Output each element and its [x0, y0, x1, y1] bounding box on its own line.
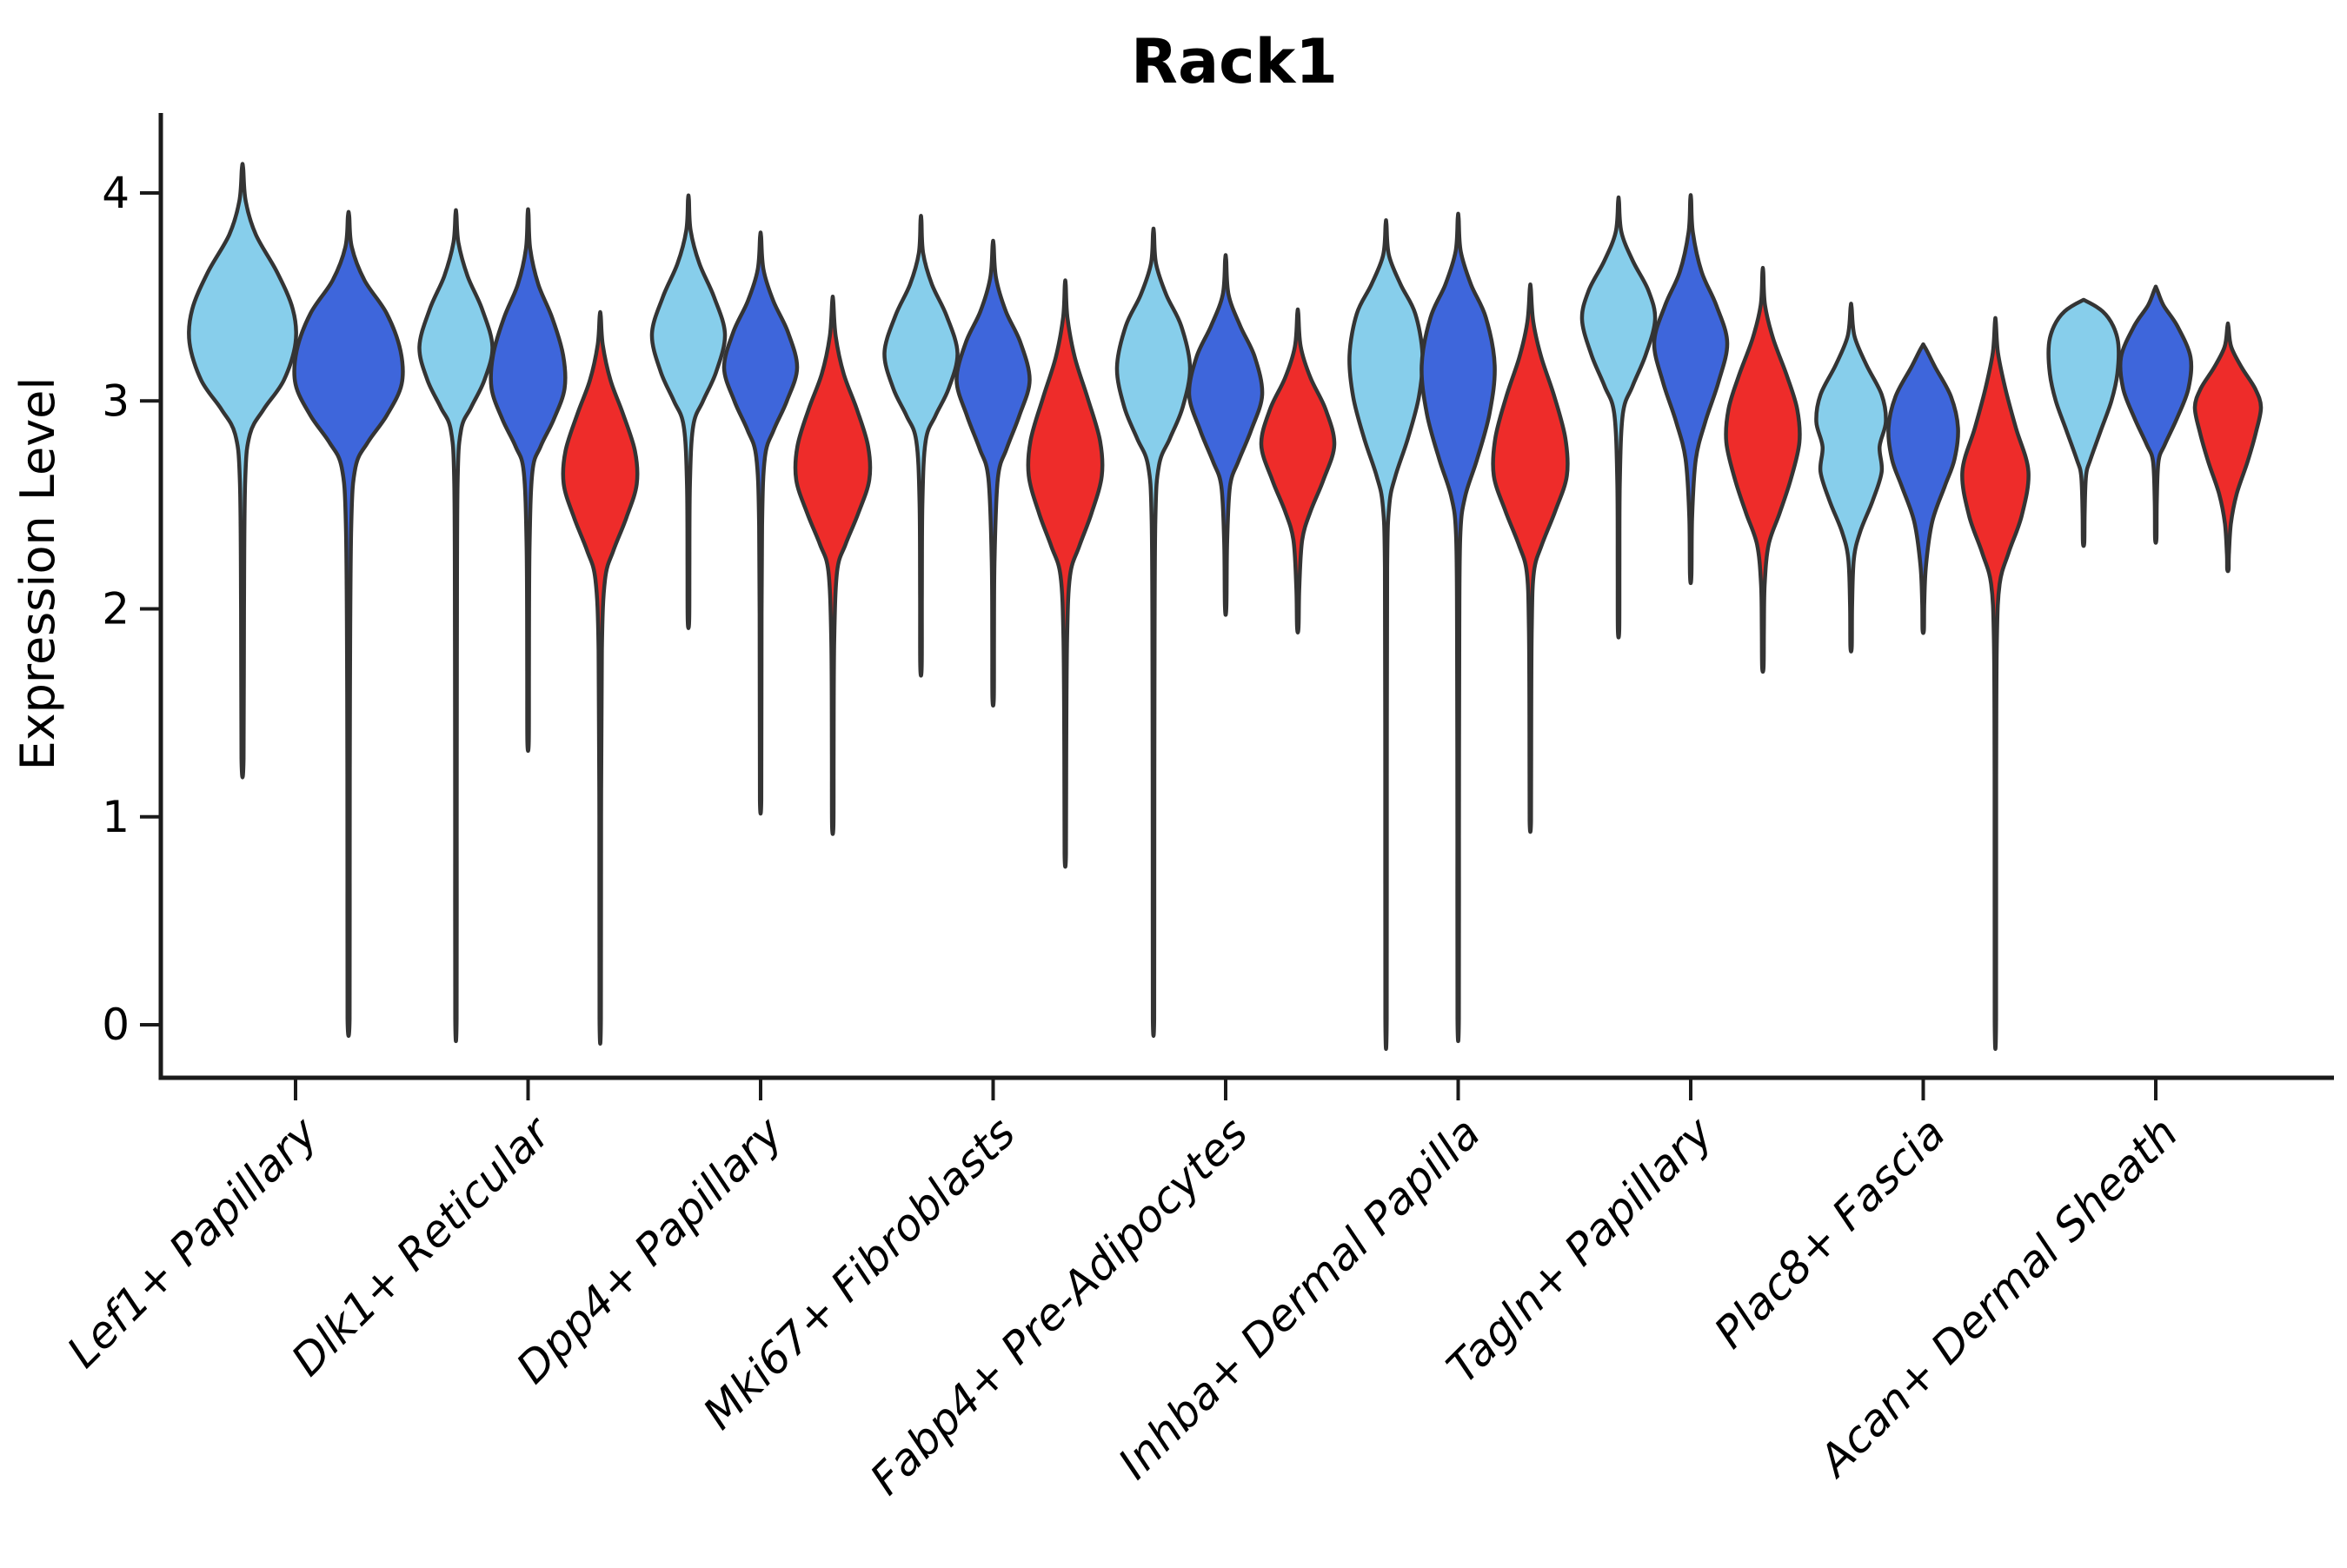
violin-Inhba+-dark — [1420, 211, 1497, 1043]
y-tick-label: 1 — [102, 792, 130, 842]
violin-Fabp4+-dark — [1187, 253, 1265, 617]
y-tick-label: 0 — [102, 1000, 130, 1050]
x-tick-label: Fabp4+ Pre-Adipocytes — [861, 1107, 1258, 1505]
violin-Dpp4+-light — [649, 193, 728, 630]
violin-Dlk1+-red — [561, 309, 640, 1046]
x-tick-label: Plac8+ Fascia — [1705, 1107, 1955, 1358]
violin-Inhba+-red — [1491, 282, 1570, 834]
violin-Mki67+-dark — [954, 238, 1032, 708]
violin-Tagln+-dark — [1652, 193, 1730, 586]
violin-Acan+-light — [2046, 297, 2121, 548]
x-tick-label: Lef1+ Papillary — [57, 1106, 328, 1377]
violin-Fabp4+-light — [1114, 226, 1193, 1039]
violin-Lef1+-light — [187, 162, 298, 780]
y-tick-label: 3 — [102, 375, 130, 426]
violin-Lef1+-dark — [292, 209, 405, 1039]
y-tick-label: 4 — [102, 168, 130, 218]
violin-Fabp4+-red — [1259, 307, 1337, 635]
violin-Mki67+-red — [1026, 278, 1105, 869]
violin-Plac8+-dark — [1886, 342, 1960, 635]
violin-Dpp4+-red — [793, 295, 873, 836]
violin-Plac8+-light — [1814, 302, 1888, 654]
violin-Mki67+-light — [882, 214, 960, 678]
y-tick-label: 2 — [102, 584, 130, 635]
y-axis-label: Expression Level — [10, 377, 65, 771]
violins-layer — [187, 162, 2264, 1052]
violin-Dlk1+-light — [417, 208, 495, 1043]
violin-Inhba+-light — [1347, 218, 1425, 1052]
violin-Tagln+-red — [1724, 265, 1802, 674]
violin-Acan+-dark — [2118, 284, 2194, 545]
violin-Plac8+-red — [1960, 316, 2031, 1052]
violin-Dlk1+-dark — [489, 207, 568, 754]
violin-Acan+-red — [2192, 321, 2264, 574]
violin-Dpp4+-dark — [721, 230, 800, 816]
violin-Tagln+-light — [1579, 195, 1658, 640]
chart-title: Rack1 — [1131, 26, 1338, 97]
